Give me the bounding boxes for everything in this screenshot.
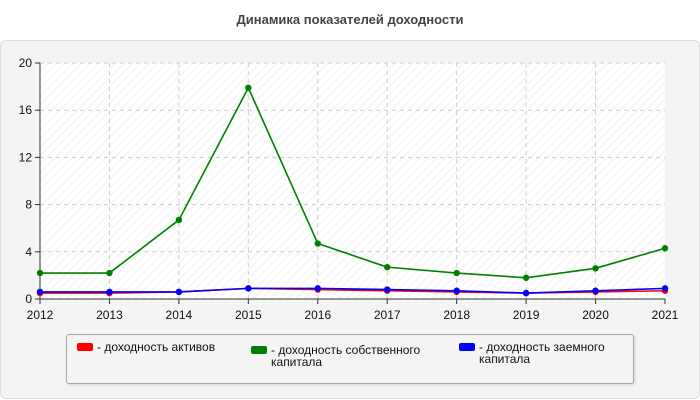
x-tick-label: 2019 xyxy=(513,308,540,322)
legend-swatch xyxy=(459,343,475,351)
x-tick-label: 2013 xyxy=(96,308,123,322)
series-line-debt-return xyxy=(40,287,666,294)
y-tick-label: 16 xyxy=(19,103,33,117)
data-point-equity-return xyxy=(175,216,183,224)
x-tick-label: 2021 xyxy=(652,308,679,322)
plot-area xyxy=(40,63,665,299)
legend-item-debt-return[interactable]: - доходность заемного капитала xyxy=(459,341,605,365)
data-point-debt-return xyxy=(36,288,44,296)
legend-label: - доходность активов xyxy=(97,340,216,354)
data-point-debt-return xyxy=(384,286,391,293)
data-point-debt-return xyxy=(522,289,530,297)
legend-label: - доходность заемного капитала xyxy=(479,340,605,366)
data-point-equity-return xyxy=(36,269,44,277)
legend-item-equity-return[interactable]: - доходность собственного капитала xyxy=(251,344,420,368)
data-point-debt-return xyxy=(314,285,321,292)
series-line-equity-return xyxy=(40,85,666,279)
data-point-equity-return xyxy=(106,269,113,277)
chart-title: Динамика показателей доходности xyxy=(236,12,464,27)
y-tick-label: 0 xyxy=(25,292,32,306)
legend-swatch xyxy=(77,343,93,351)
chart-legend: - доходность активов - доходность собстве… xyxy=(66,334,634,384)
data-point-debt-return xyxy=(245,285,252,292)
data-point-equity-return xyxy=(661,245,669,252)
data-point-debt-return xyxy=(175,288,183,296)
x-tick-label: 2020 xyxy=(582,308,609,322)
y-tick-label: 20 xyxy=(19,56,33,70)
y-tick-label: 8 xyxy=(25,198,32,212)
data-point-equity-return xyxy=(522,274,530,281)
x-tick-label: 2018 xyxy=(443,308,470,322)
x-tick-label: 2014 xyxy=(166,308,193,322)
legend-label: - доходность собственного капитала xyxy=(271,343,421,369)
legend-item-assets-return[interactable]: - доходность активов xyxy=(77,341,215,353)
x-tick-label: 2017 xyxy=(374,308,401,322)
data-point-debt-return xyxy=(592,287,599,294)
data-point-equity-return xyxy=(245,84,252,91)
data-point-debt-return xyxy=(453,287,460,294)
data-point-equity-return xyxy=(384,263,391,271)
y-tick-label: 4 xyxy=(25,245,32,259)
data-point-debt-return xyxy=(106,288,113,296)
x-tick-label: 2012 xyxy=(27,308,54,322)
legend-swatch xyxy=(251,346,267,354)
data-point-equity-return xyxy=(314,240,321,247)
data-point-equity-return xyxy=(453,269,460,277)
y-tick-label: 12 xyxy=(19,150,33,164)
data-point-equity-return xyxy=(592,265,599,272)
x-tick-label: 2016 xyxy=(304,308,331,322)
data-point-debt-return xyxy=(661,285,669,292)
x-tick-label: 2015 xyxy=(235,308,262,322)
